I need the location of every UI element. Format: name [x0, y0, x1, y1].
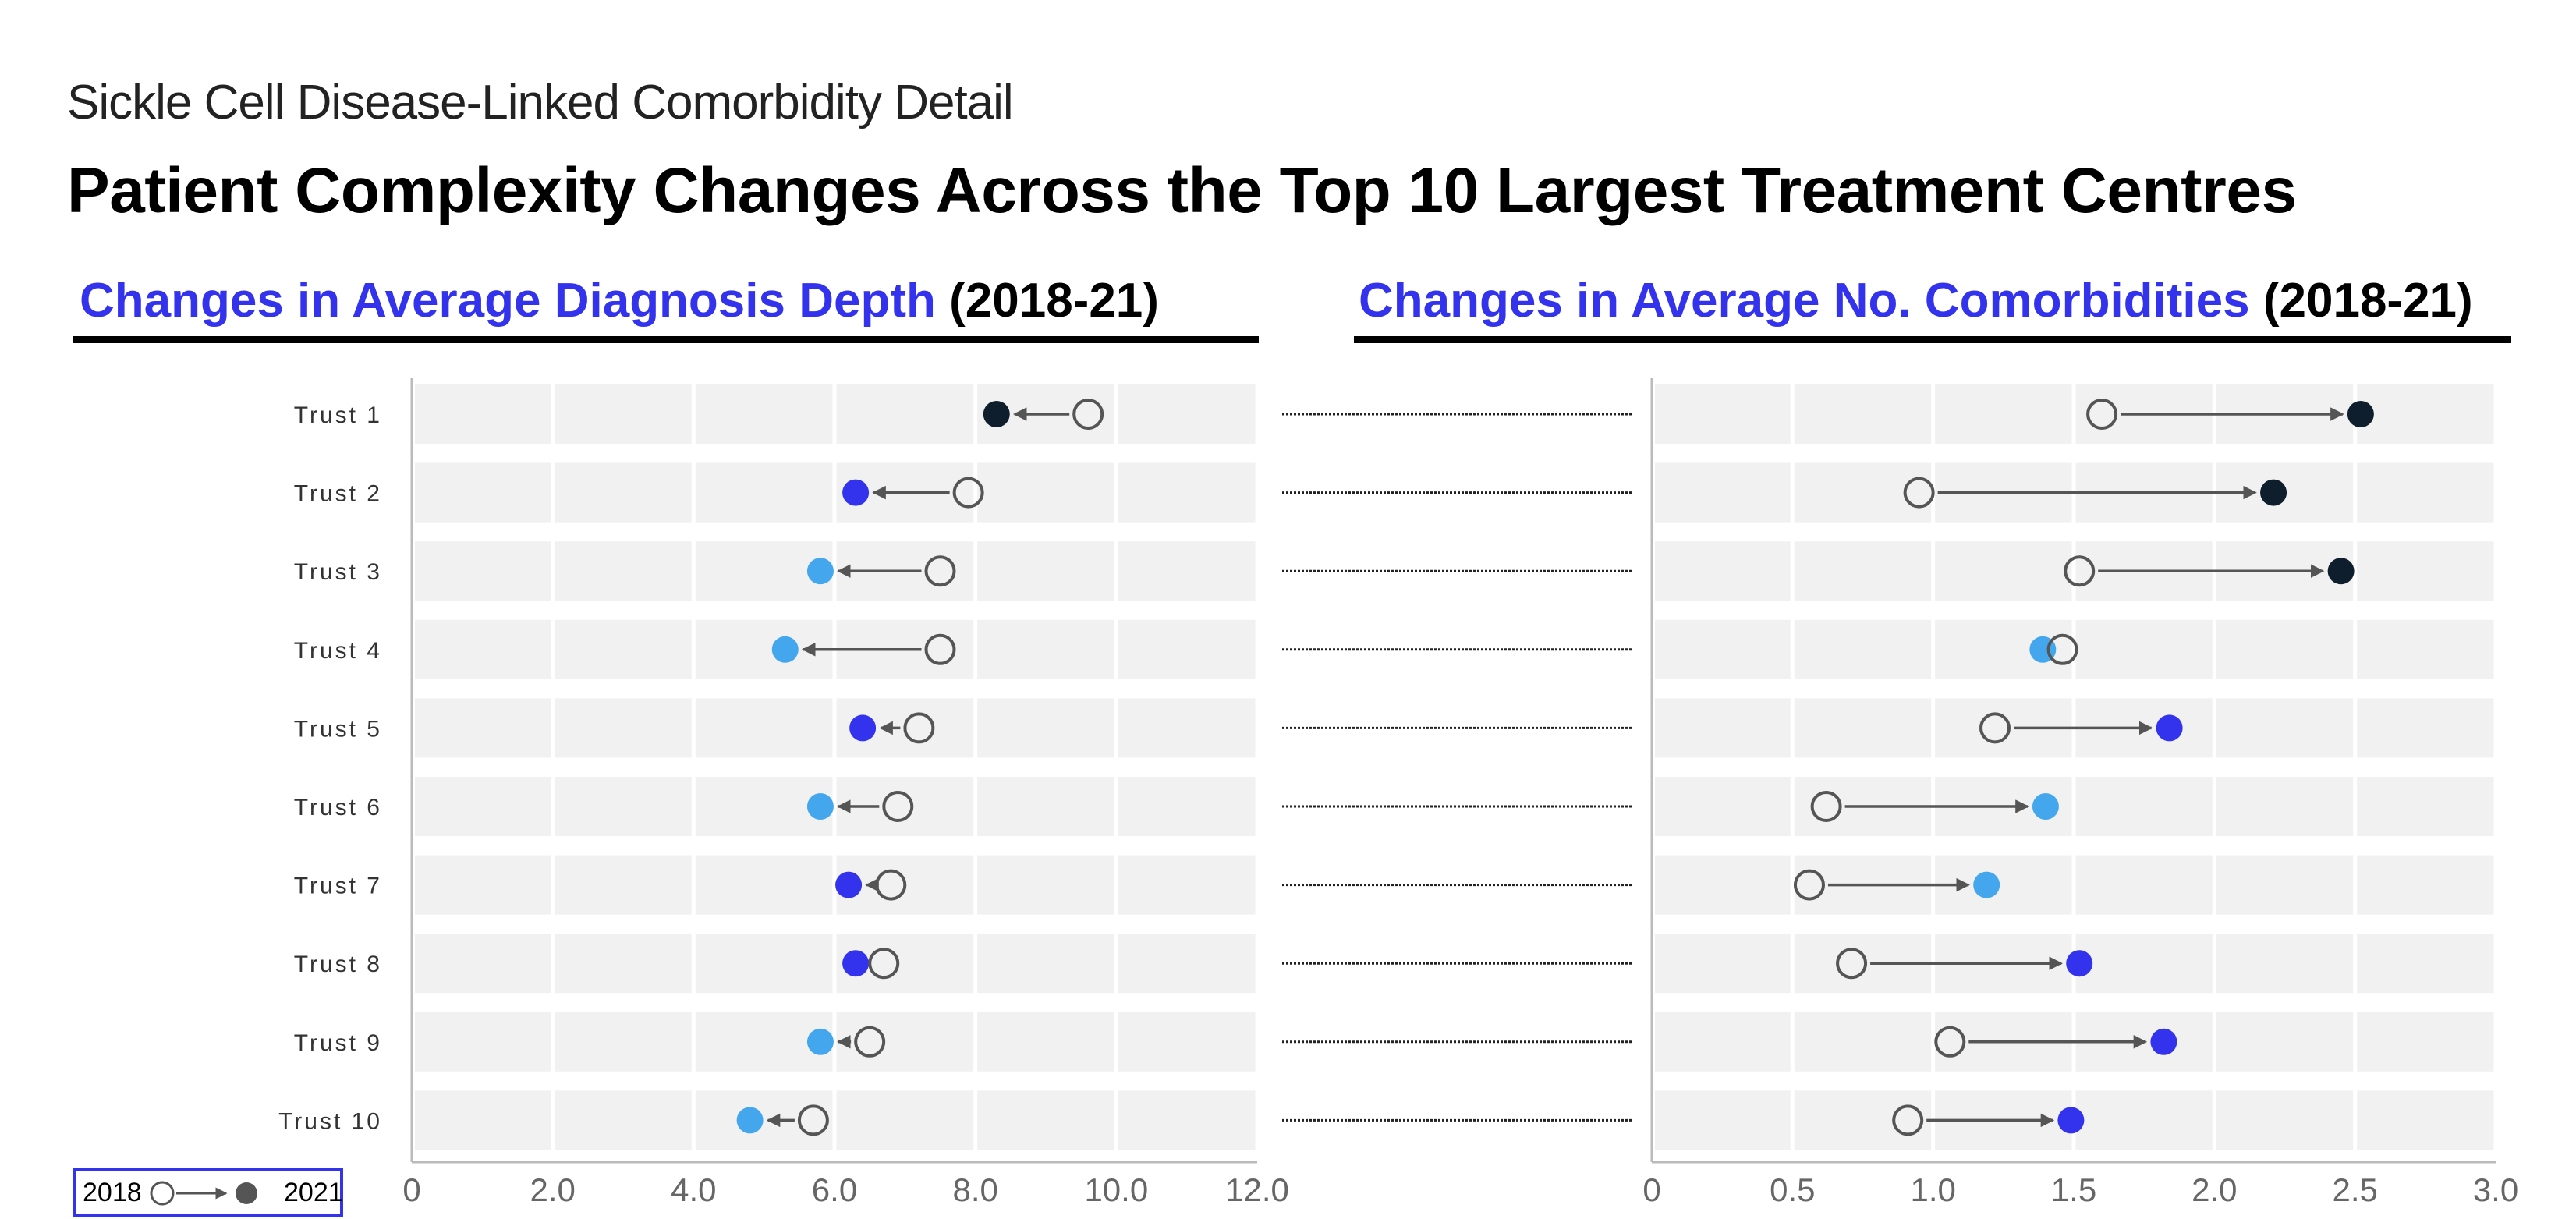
left-marker-2018	[854, 1026, 886, 1058]
right-marker-2018	[1810, 791, 1842, 822]
legend-open-marker	[150, 1181, 175, 1206]
left-marker-2018	[1072, 399, 1104, 430]
left-marker-2018	[903, 712, 935, 744]
category-label: Trust 2	[294, 481, 382, 507]
legend: 2018 2021	[73, 1168, 343, 1217]
right-marker-2021	[2066, 950, 2093, 977]
left-marker-2018	[797, 1104, 829, 1136]
left-x-tick-label: 6.0	[812, 1171, 857, 1208]
legend-symbol	[150, 1181, 257, 1206]
right-x-tick-label: 0	[1642, 1171, 1660, 1208]
left-marker-2021	[849, 714, 877, 742]
right-x-tick-label: 2.5	[2332, 1171, 2377, 1208]
right-marker-2021	[2032, 793, 2059, 820]
left-marker-2018	[875, 869, 907, 901]
right-x-tick-label: 1.0	[1910, 1171, 1955, 1208]
category-label: Trust 10	[278, 1108, 382, 1134]
right-panel-title-period: (2018-21)	[2262, 274, 2473, 328]
left-x-tick-label: 10.0	[1084, 1171, 1148, 1208]
right-marker-2018	[1903, 477, 1935, 509]
right-marker-2021	[2057, 1107, 2085, 1134]
left-x-tick-label: 2.0	[530, 1171, 575, 1208]
left-x-tick-label: 0	[402, 1171, 420, 1208]
left-marker-2021	[736, 1107, 764, 1134]
right-marker-2018	[1892, 1104, 1924, 1136]
left-marker-2018	[924, 633, 956, 665]
left-panel-title: Changes in Average Diagnosis Depth (2018…	[80, 273, 1159, 328]
left-marker-2021	[806, 558, 834, 585]
right-marker-2018	[1793, 869, 1825, 901]
left-panel-title-period: (2018-21)	[949, 274, 1159, 328]
left-marker-2021	[806, 793, 834, 820]
left-marker-2021	[806, 1028, 834, 1055]
right-marker-2018	[1836, 948, 1868, 980]
right-marker-2021	[2327, 558, 2355, 585]
right-panel-title-accent: Changes in Average No. Comorbidities	[1359, 274, 2250, 328]
category-label: Trust 1	[294, 402, 382, 428]
chart-title: Patient Complexity Changes Across the To…	[67, 155, 2297, 226]
left-panel-title-accent: Changes in Average Diagnosis Depth	[80, 274, 936, 328]
legend-end-label: 2021	[284, 1178, 343, 1207]
left-x-tick-label: 4.0	[671, 1171, 716, 1208]
left-marker-2021	[983, 401, 1010, 427]
right-x-tick-label: 2.0	[2192, 1171, 2237, 1208]
right-panel-rule	[1354, 336, 2511, 343]
right-x-tick-label: 0.5	[1770, 1171, 1815, 1208]
right-marker-2018	[2086, 399, 2118, 430]
legend-start-label: 2018	[83, 1178, 142, 1207]
left-marker-2018	[868, 948, 900, 980]
right-panel-title: Changes in Average No. Comorbidities (20…	[1359, 273, 2473, 328]
category-label: Trust 8	[294, 951, 382, 977]
category-label: Trust 4	[294, 638, 382, 664]
left-marker-2018	[952, 477, 984, 509]
category-label: Trust 7	[294, 873, 382, 899]
right-x-tick-label: 3.0	[2473, 1171, 2518, 1208]
category-label: Trust 3	[294, 559, 382, 585]
right-marker-2021	[1973, 871, 2000, 898]
category-label: Trust 6	[294, 795, 382, 820]
left-marker-2021	[842, 950, 870, 977]
chart-subtitle: Sickle Cell Disease-Linked Comorbidity D…	[67, 76, 1014, 129]
legend-filled-marker	[236, 1182, 257, 1204]
left-panel-rule	[73, 336, 1259, 343]
category-label: Trust 5	[294, 716, 382, 742]
right-marker-2021	[2156, 714, 2183, 742]
right-marker-2018	[1979, 712, 2011, 744]
left-x-tick-label: 12.0	[1225, 1171, 1289, 1208]
left-x-tick-label: 8.0	[952, 1171, 997, 1208]
right-marker-2018	[2064, 555, 2096, 587]
category-label: Trust 9	[294, 1030, 382, 1056]
right-x-tick-label: 1.5	[2051, 1171, 2096, 1208]
left-marker-2018	[924, 555, 956, 587]
right-marker-2021	[2260, 479, 2287, 506]
left-marker-2018	[882, 791, 914, 822]
left-marker-2021	[835, 871, 863, 898]
left-marker-2021	[771, 636, 799, 663]
right-marker-2021	[2347, 401, 2374, 427]
right-marker-2021	[2150, 1028, 2177, 1055]
right-marker-2018	[2046, 633, 2078, 665]
right-marker-2018	[1934, 1026, 1966, 1058]
left-marker-2021	[842, 479, 870, 506]
